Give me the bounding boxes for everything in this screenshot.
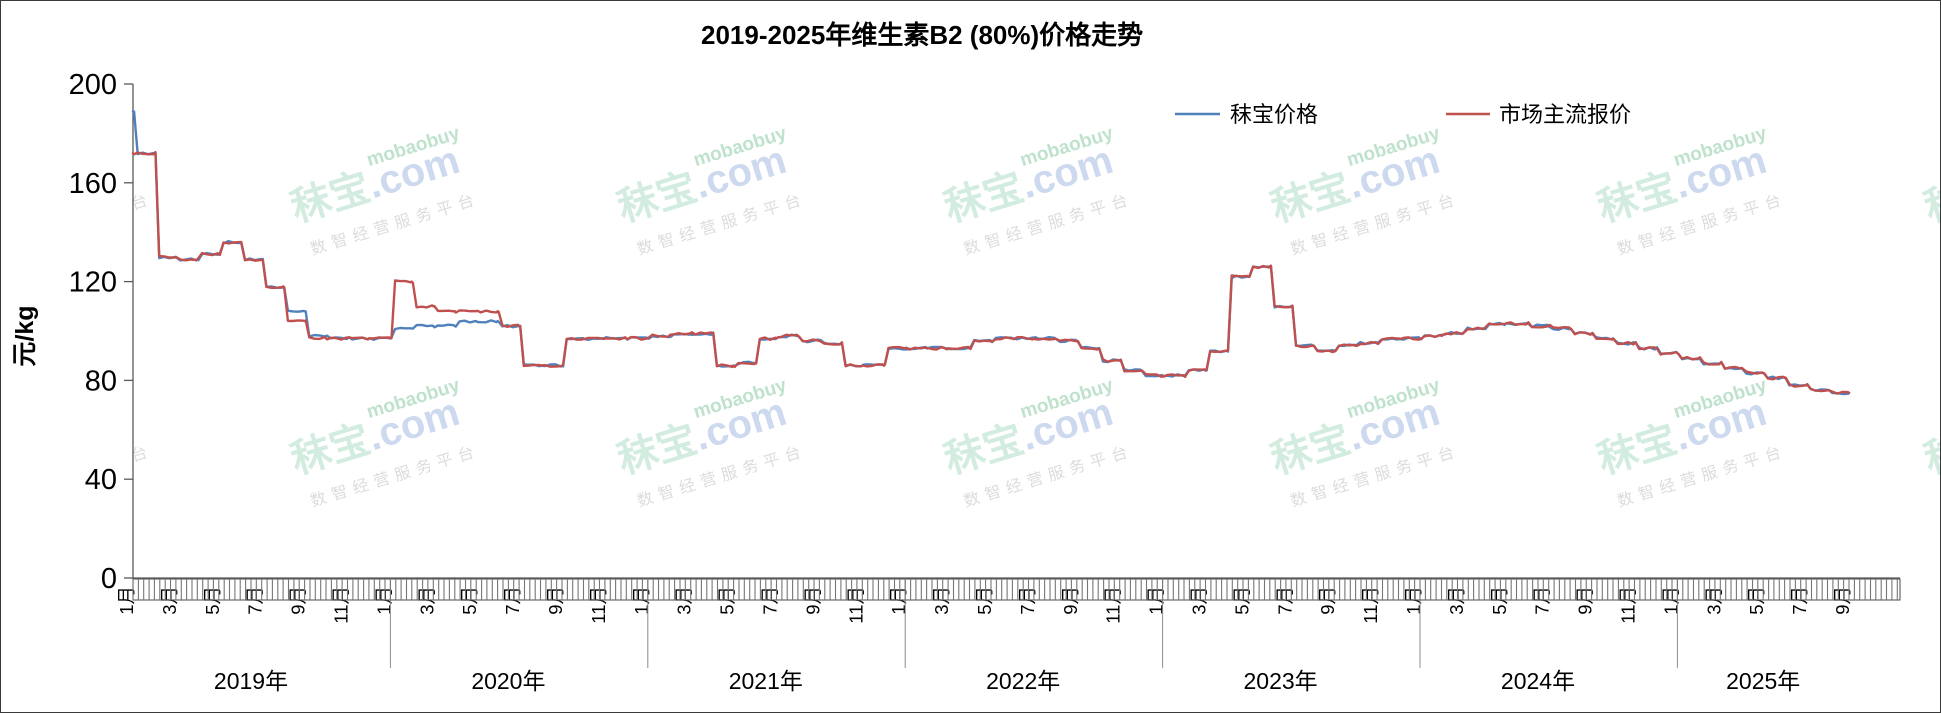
svg-text:数智经营服务平台: 数智经营服务平台 [635, 694, 809, 713]
svg-text:mobaobuy: mobaobuy [38, 627, 136, 675]
svg-text:秣宝.com: 秣宝.com [286, 642, 465, 713]
svg-text:2022年: 2022年 [986, 668, 1060, 694]
svg-text:市场主流报价: 市场主流报价 [1499, 102, 1631, 127]
svg-text:11月: 11月 [1360, 586, 1381, 624]
svg-text:数智经营服务平台: 数智经营服务平台 [1288, 694, 1462, 713]
svg-text:11月: 11月 [1618, 586, 1639, 624]
svg-text:11月: 11月 [331, 586, 352, 624]
svg-text:mobaobuy: mobaobuy [1344, 627, 1442, 675]
svg-text:数智经营服务平台: 数智经营服务平台 [1615, 694, 1789, 713]
svg-text:0: 0 [101, 563, 117, 595]
svg-text:160: 160 [69, 168, 117, 200]
svg-text:2025年: 2025年 [1726, 668, 1800, 694]
svg-text:秣宝.com: 秣宝.com [1, 390, 138, 483]
svg-text:200: 200 [69, 69, 117, 101]
svg-text:数智经营服务平台: 数智经营服务平台 [962, 694, 1136, 713]
svg-text:秣宝.com: 秣宝.com [1, 642, 138, 713]
svg-text:2020年: 2020年 [471, 668, 545, 694]
svg-text:mobaobuy: mobaobuy [364, 627, 462, 675]
svg-text:2023年: 2023年 [1244, 668, 1318, 694]
svg-text:2019-2025年维生素B2 (80%)价格走势: 2019-2025年维生素B2 (80%)价格走势 [701, 20, 1143, 50]
svg-text:2024年: 2024年 [1501, 668, 1575, 694]
svg-text:秣宝.com: 秣宝.com [1919, 138, 1941, 231]
svg-text:数智经营服务平台: 数智经营服务平台 [1, 694, 155, 713]
svg-text:40: 40 [85, 464, 117, 496]
svg-text:80: 80 [85, 365, 117, 397]
svg-text:秣宝价格: 秣宝价格 [1230, 102, 1318, 127]
svg-text:数智经营服务平台: 数智经营服务平台 [308, 694, 482, 713]
svg-text:120: 120 [69, 267, 117, 299]
svg-text:数智经营服务平台: 数智经营服务平台 [1, 442, 155, 511]
svg-text:11月: 11月 [845, 586, 866, 624]
svg-text:数智经营服务平台: 数智经营服务平台 [1, 190, 155, 259]
svg-text:11月: 11月 [588, 586, 609, 624]
svg-text:2019年: 2019年 [214, 668, 288, 694]
svg-text:mobaobuy: mobaobuy [38, 123, 136, 171]
svg-text:秣宝.com: 秣宝.com [1919, 642, 1941, 713]
svg-text:11月: 11月 [1103, 586, 1124, 624]
svg-text:2021年: 2021年 [729, 668, 803, 694]
svg-text:元/kg: 元/kg [11, 305, 39, 366]
svg-text:秣宝.com: 秣宝.com [1919, 390, 1941, 483]
